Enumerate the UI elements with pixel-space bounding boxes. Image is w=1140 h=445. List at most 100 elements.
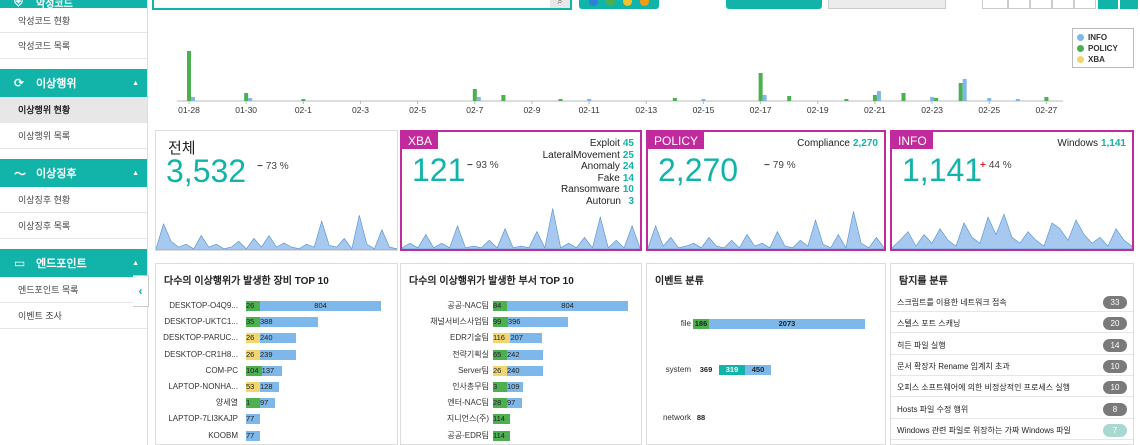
timeline-bar[interactable] — [501, 95, 506, 101]
sidebar-section-anomaly[interactable]: ⟳ 이상행위 ▲ — [0, 69, 147, 97]
bar-row[interactable]: KOOBM 77 — [156, 430, 397, 442]
rule-row[interactable]: Hosts 파일 수정 행위 8 — [891, 401, 1133, 419]
timeline-bar[interactable] — [934, 98, 939, 101]
kpi-breakdown-row[interactable]: Exploit 45 — [543, 138, 634, 150]
timeline-bar[interactable] — [1044, 97, 1049, 101]
range-button[interactable] — [982, 0, 1008, 9]
kpi-info[interactable]: INFO 1,141 +44 % Windows 1,141 — [890, 130, 1134, 251]
bar-row[interactable]: DESKTOP-PARUC... 26 240 — [156, 332, 397, 344]
bar-row[interactable]: DESKTOP-UKTC1... 35 388 — [156, 316, 397, 328]
bar-row[interactable]: LAPTOP-7LI3KAJP 77 — [156, 413, 397, 425]
bar-row[interactable]: LAPTOP-NONHA... 53 128 — [156, 381, 397, 393]
timeline-bar[interactable] — [672, 98, 677, 101]
kpi-breakdown-row[interactable]: Ransomware 10 — [543, 184, 634, 196]
timeline-bar[interactable] — [844, 99, 849, 101]
legend-xba[interactable]: XBA — [1077, 54, 1129, 65]
sidebar-item-anomaly-status[interactable]: 이상행위 현황 — [0, 97, 147, 123]
kpi-xba[interactable]: XBA 121 −93 % Exploit 45 LateralMovement 25… — [400, 130, 642, 251]
kpi-breakdown-row[interactable]: Autorun 3 — [543, 196, 634, 208]
sidebar-item-anomaly-list[interactable]: 이상행위 목록 — [0, 123, 147, 149]
bar-row[interactable]: 공공-EDR팀 114 — [401, 430, 641, 442]
filter-dot-blue[interactable] — [589, 0, 598, 6]
bar-row[interactable]: COM-PC 104 137 — [156, 365, 397, 377]
timeline-bar[interactable] — [248, 98, 253, 101]
rule-row[interactable]: Windows 관련 파일로 위장하는 가짜 Windows 파일 7 — [891, 422, 1133, 440]
rule-row[interactable]: 문서 확장자 Rename 임계치 초과 10 — [891, 358, 1133, 376]
sidebar-item-malware-list[interactable]: 악성코드 목록 — [0, 33, 147, 59]
search-input[interactable]: ⌕ — [152, 0, 572, 10]
filter-dot-orange[interactable] — [640, 0, 649, 6]
timeline-bar[interactable] — [558, 99, 563, 101]
range-button[interactable] — [1052, 0, 1074, 9]
timeline-bar[interactable] — [962, 79, 967, 101]
event-row[interactable]: system 369 319 450 — [647, 364, 885, 376]
legend-policy[interactable]: POLICY — [1077, 43, 1129, 54]
rule-row[interactable]: 오피스 소프트웨어에 의한 비정상적인 프로세스 실행 10 — [891, 379, 1133, 398]
timeline-bar[interactable] — [762, 95, 767, 101]
search-icon[interactable]: ⌕ — [550, 0, 570, 8]
sidebar-item-symptom-list[interactable]: 이상징후 목록 — [0, 213, 147, 239]
sidebar-collapse-button[interactable]: ‹ — [133, 275, 149, 307]
bar-label: 인사총무팀 — [452, 382, 489, 391]
event-row[interactable]: file 186 2073 — [647, 318, 885, 330]
bar-row[interactable]: 양세열 1 97 — [156, 397, 397, 409]
kpi-policy[interactable]: POLICY 2,270 −79 % Compliance 2,270 — [646, 130, 886, 251]
sidebar-item-malware-status[interactable]: 악성코드 현황 — [0, 8, 147, 33]
kpi-breakdown-row[interactable]: LateralMovement 25 — [543, 150, 634, 162]
bar-row[interactable]: 지니언스(주) 114 — [401, 413, 641, 425]
filter-dot-yellow[interactable] — [623, 0, 632, 6]
timeline-bar[interactable] — [958, 83, 963, 101]
timeline-bar[interactable] — [758, 73, 763, 101]
timeline-bar[interactable] — [301, 99, 306, 101]
timeline-bar[interactable] — [1015, 99, 1020, 101]
timeline-bar[interactable] — [472, 89, 477, 101]
bar-row[interactable]: 전략기획실 65 242 — [401, 349, 641, 361]
timeline-bar[interactable] — [244, 93, 249, 101]
timeline-bar[interactable] — [787, 96, 792, 101]
timeline-bar[interactable] — [930, 97, 935, 101]
sidebar-item-event-investigation[interactable]: 이벤트 조사 — [0, 303, 147, 329]
timeline-bar[interactable] — [191, 97, 195, 101]
period-select[interactable] — [828, 0, 946, 9]
bar-row[interactable]: EDR기술팀 116 207 — [401, 332, 641, 344]
sidebar-section-endpoint[interactable]: ▭ 엔드포인트 ▲ — [0, 249, 147, 277]
apply-button[interactable] — [1120, 0, 1138, 9]
kpi-breakdown-row[interactable]: Fake 14 — [543, 173, 634, 185]
sidebar-section-malware[interactable]: ⛨ 악성코드 — [0, 0, 147, 10]
sidebar-section-symptom[interactable]: 〜 이상징후 ▲ — [0, 159, 147, 187]
timeline-bar[interactable] — [187, 51, 191, 101]
timeline-bar[interactable] — [901, 93, 906, 101]
timeline-bar[interactable] — [701, 99, 706, 101]
kpi-breakdown-row[interactable]: Windows 1,141 — [1057, 138, 1126, 150]
kpi-breakdown-row[interactable]: Compliance 2,270 — [797, 138, 878, 150]
bar-row[interactable]: 채널서비스사업팀 99 396 — [401, 316, 641, 328]
timeline-bar[interactable] — [872, 95, 877, 101]
timeline-bar[interactable] — [987, 98, 992, 101]
kpi-total[interactable]: 전체 3,532 −73 % — [155, 130, 398, 251]
kpi-breakdown-row[interactable]: Anomaly 24 — [543, 161, 634, 173]
legend-info[interactable]: INFO — [1077, 32, 1129, 43]
timeline-bar[interactable] — [476, 97, 481, 101]
sidebar-item-symptom-status[interactable]: 이상징후 현황 — [0, 187, 147, 213]
bar-row[interactable]: 공공-NAC팀 84 804 — [401, 300, 641, 312]
bar-row[interactable]: DESKTOP-CR1H8... 26 239 — [156, 349, 397, 361]
timeline-bar[interactable] — [876, 91, 881, 101]
range-button[interactable] — [1030, 0, 1052, 9]
bar-row[interactable]: 인사총무팀 3 109 — [401, 381, 641, 393]
range-button[interactable] — [1008, 0, 1030, 9]
bar-row[interactable]: 엔터-NAC팀 28 97 — [401, 397, 641, 409]
rule-row[interactable]: 스크립트를 이용한 네트워크 접속 33 — [891, 294, 1133, 312]
bar-row[interactable]: DESKTOP-O4Q9... 26 804 — [156, 300, 397, 312]
sidebar-item-endpoint-list[interactable]: 엔드포인트 목록 — [0, 277, 147, 303]
type-filter[interactable] — [726, 0, 822, 9]
event-row[interactable]: network 88 — [647, 412, 885, 424]
rule-row[interactable]: 스텔스 포트 스캐닝 20 — [891, 315, 1133, 334]
rule-row[interactable]: 히든 파일 실행 14 — [891, 337, 1133, 355]
severity-filter[interactable] — [579, 0, 659, 9]
range-button-active[interactable] — [1098, 0, 1118, 9]
timeline-bar[interactable] — [587, 99, 592, 101]
range-button[interactable] — [1074, 0, 1096, 9]
bar-row[interactable]: Server팀 26 240 — [401, 365, 641, 377]
filter-dot-green[interactable] — [606, 0, 615, 6]
breakdown-value: 2,270 — [852, 138, 878, 149]
